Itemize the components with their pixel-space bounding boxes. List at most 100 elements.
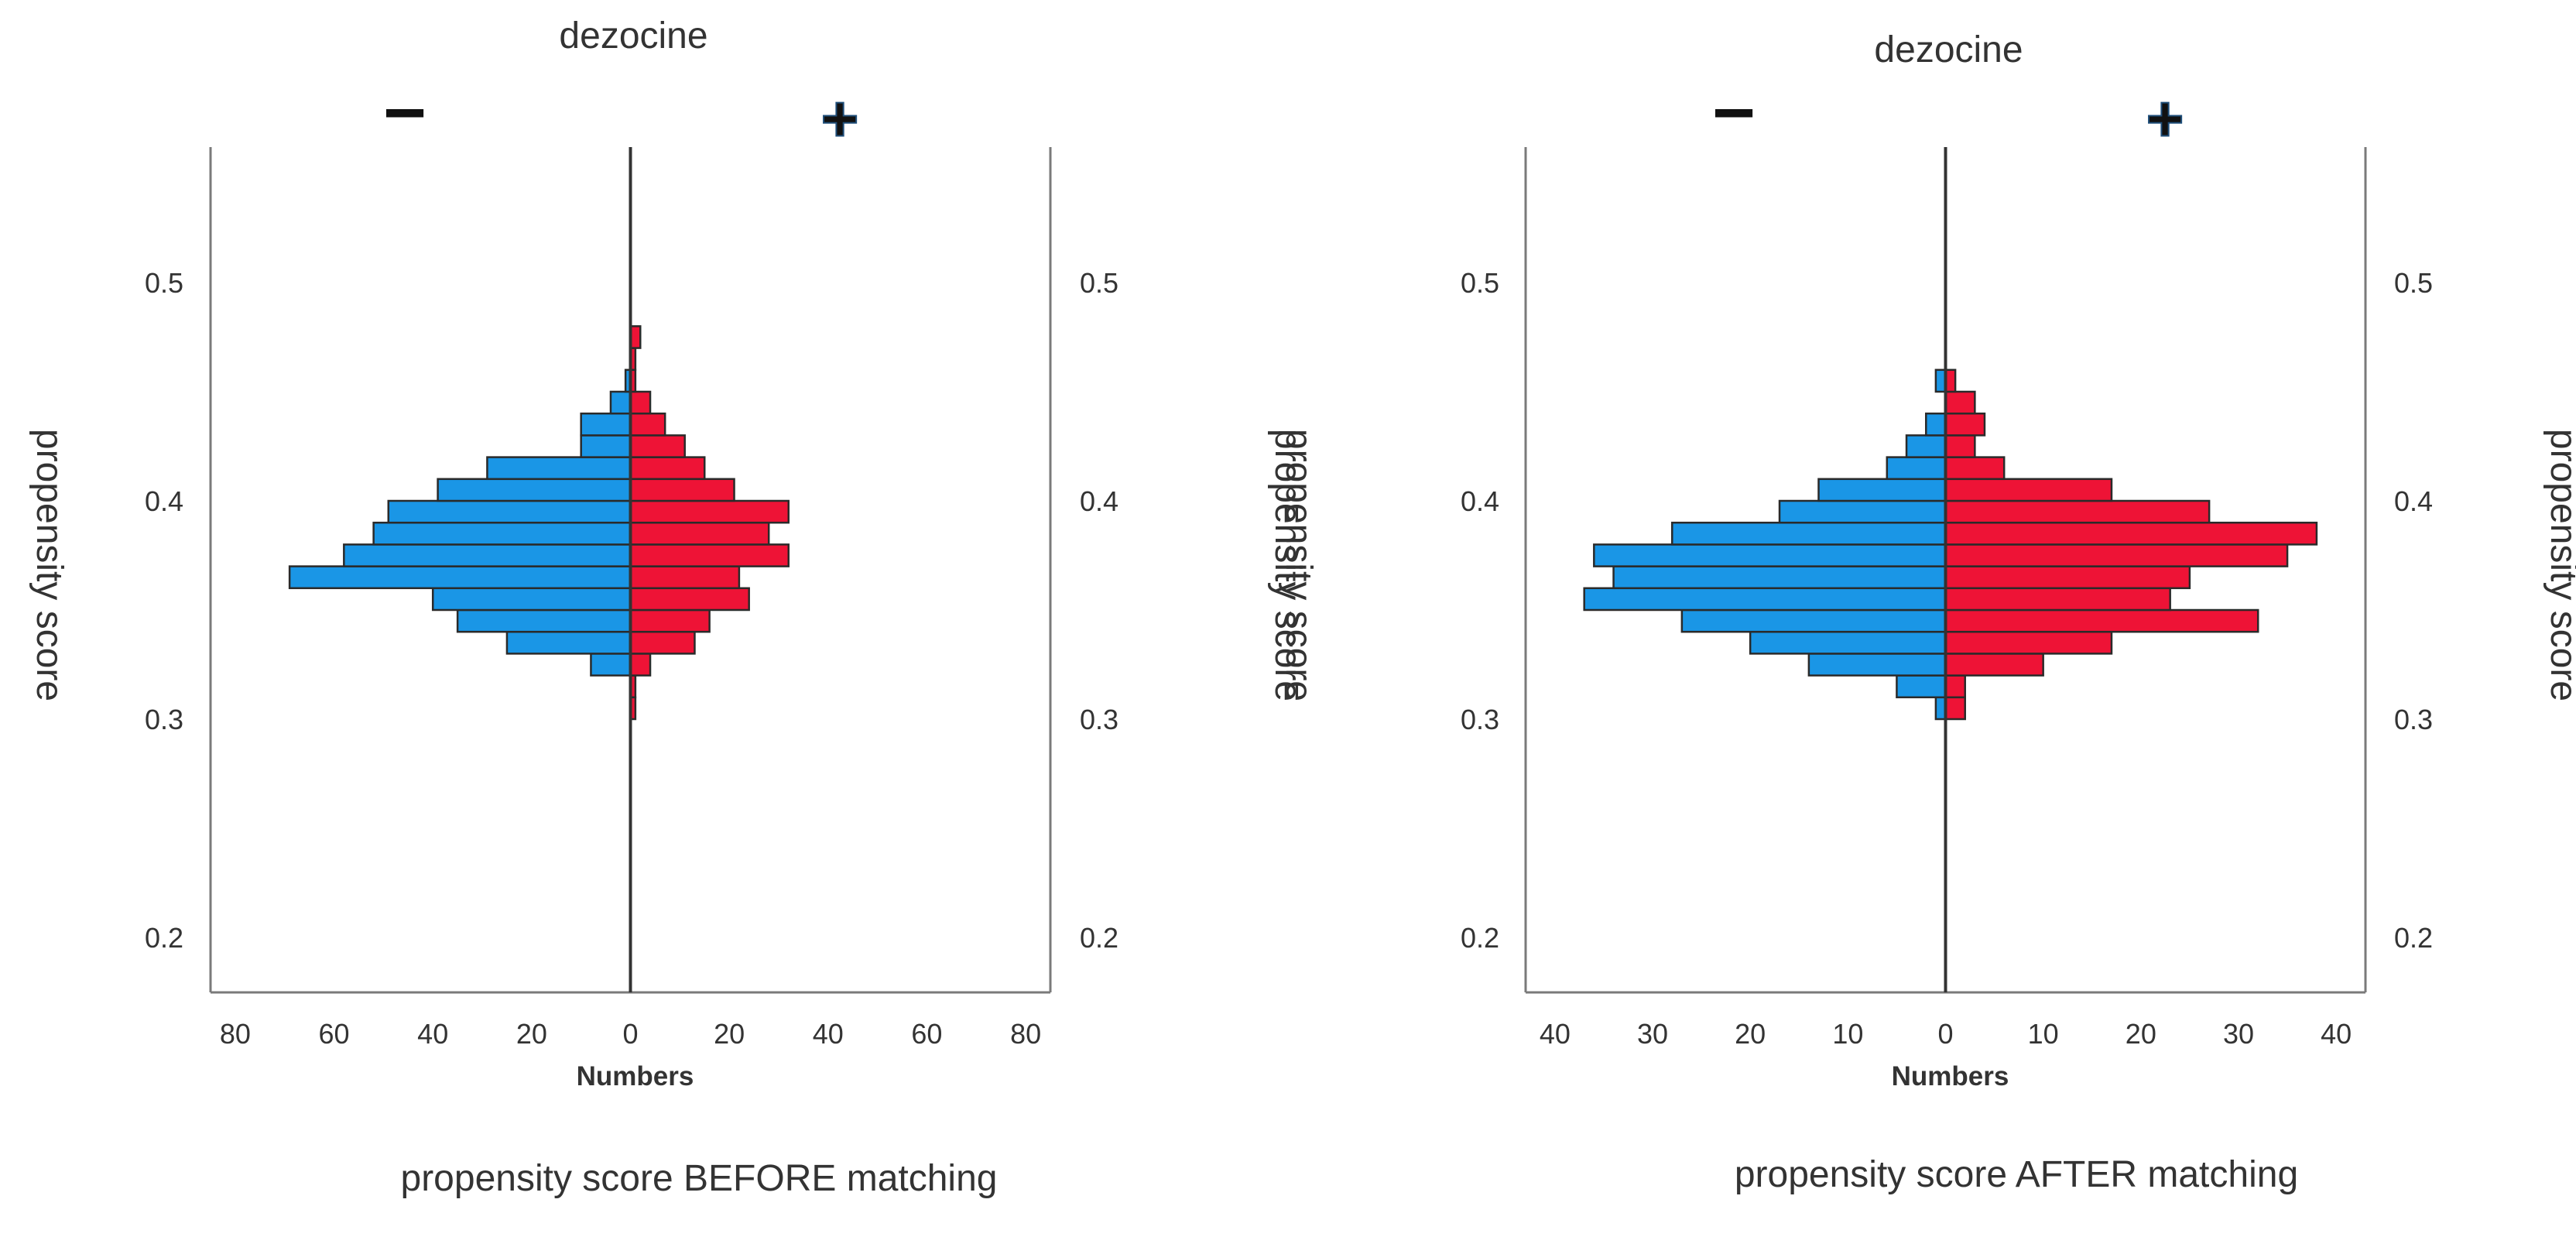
chart-panel-1: 0.2 0.2 0.3 0.3 0.4 0.4 0.5 0.5 80 60 40 20 0 20 40 60 8… bbox=[29, 15, 1319, 1199]
histogram-bar bbox=[1670, 521, 1947, 546]
y-tick-label-right: 0.5 bbox=[1080, 267, 1118, 299]
histogram-bar bbox=[1905, 434, 1947, 458]
x-tick-label: 20 bbox=[1735, 1018, 1766, 1050]
histogram-bar bbox=[1944, 608, 2259, 633]
histogram-bar bbox=[629, 478, 735, 502]
histogram-bar bbox=[288, 565, 632, 590]
y-tick-label-right: 0.4 bbox=[1080, 485, 1118, 517]
histogram-bar bbox=[343, 543, 632, 567]
y-tick-label-right: 0.3 bbox=[2394, 704, 2433, 735]
histogram-bar bbox=[1944, 390, 1976, 415]
histogram-bar bbox=[629, 499, 790, 524]
x-tick-label: 80 bbox=[220, 1018, 251, 1050]
histogram-bar bbox=[1944, 412, 1986, 437]
x-tick-label: 20 bbox=[714, 1018, 745, 1050]
y-tick-label-left: 0.3 bbox=[145, 704, 183, 735]
histogram-bar bbox=[609, 390, 632, 415]
histogram-bar bbox=[629, 608, 711, 633]
y-tick-label-left: 0.5 bbox=[145, 267, 183, 299]
x-tick-label: 30 bbox=[2223, 1018, 2254, 1050]
x-axis-label: Numbers bbox=[577, 1061, 694, 1091]
histogram-bar bbox=[580, 412, 632, 437]
histogram-bar bbox=[629, 521, 770, 546]
x-axis-label: Numbers bbox=[1892, 1061, 2009, 1091]
y-tick-label-right: 0.2 bbox=[1080, 922, 1118, 954]
histogram-bar bbox=[629, 653, 652, 677]
histogram-bar bbox=[629, 412, 666, 437]
x-tick-label: 20 bbox=[516, 1018, 547, 1050]
histogram-bar bbox=[1817, 478, 1947, 502]
x-tick-label: 30 bbox=[1637, 1018, 1668, 1050]
histogram-bar bbox=[629, 543, 790, 567]
y-axis-label-left: propensity score bbox=[1267, 429, 1308, 701]
panel-caption: propensity score AFTER matching bbox=[1735, 1154, 2298, 1195]
x-tick-label: 60 bbox=[319, 1018, 350, 1050]
histogram-bar bbox=[1925, 412, 1947, 437]
histogram-bar bbox=[1680, 608, 1947, 633]
histogram-bar bbox=[1944, 434, 1976, 458]
histogram-bar bbox=[1593, 543, 1947, 567]
y-tick-label-left: 0.2 bbox=[145, 922, 183, 954]
histogram-bar bbox=[1944, 674, 1966, 699]
x-tick-label: 40 bbox=[813, 1018, 844, 1050]
histogram-bar bbox=[431, 587, 632, 612]
histogram-bar bbox=[629, 587, 750, 612]
histogram-bar bbox=[1612, 565, 1947, 590]
histogram-bar bbox=[372, 521, 632, 546]
histogram-bar bbox=[629, 434, 686, 458]
x-tick-label: 40 bbox=[2321, 1018, 2352, 1050]
histogram-bar bbox=[456, 608, 632, 633]
series-right bbox=[1944, 368, 2318, 721]
series-left bbox=[288, 368, 632, 677]
histogram-bar bbox=[1583, 587, 1947, 612]
group-label-negative: − bbox=[383, 71, 426, 154]
histogram-bar bbox=[1807, 653, 1947, 677]
y-axis-label-right: propensity score bbox=[2543, 429, 2576, 701]
x-tick-label: 0 bbox=[622, 1018, 638, 1050]
y-tick-label-right: 0.5 bbox=[2394, 267, 2433, 299]
x-tick-label: 20 bbox=[2126, 1018, 2156, 1050]
y-axis-label-left: propensity score bbox=[29, 429, 70, 701]
histogram-bar bbox=[1944, 499, 2211, 524]
series-left bbox=[1583, 368, 1947, 721]
histogram-bar bbox=[486, 456, 632, 481]
histogram-bar bbox=[1749, 630, 1947, 655]
histogram-bar bbox=[1778, 499, 1947, 524]
histogram-bar bbox=[505, 630, 632, 655]
histogram-bar bbox=[1944, 565, 2191, 590]
chart-title: dezocine bbox=[559, 15, 707, 57]
x-tick-label: 0 bbox=[1937, 1018, 1953, 1050]
y-tick-label-right: 0.3 bbox=[1080, 704, 1118, 735]
histogram-bar bbox=[580, 434, 632, 458]
x-tick-label: 10 bbox=[2028, 1018, 2059, 1050]
y-tick-label-left: 0.3 bbox=[1461, 704, 1499, 735]
histogram-bar bbox=[629, 630, 696, 655]
histogram-bar bbox=[387, 499, 632, 524]
histogram-bar bbox=[1944, 521, 2318, 546]
x-tick-label: 60 bbox=[911, 1018, 942, 1050]
histogram-bar bbox=[1944, 456, 2006, 481]
x-tick-label: 40 bbox=[417, 1018, 448, 1050]
y-axis-label-right: propensity score bbox=[1278, 429, 1319, 701]
chart-title: dezocine bbox=[1874, 29, 2023, 70]
y-tick-label-right: 0.4 bbox=[2394, 485, 2433, 517]
histogram-bar bbox=[1944, 630, 2113, 655]
histogram-bar bbox=[1944, 587, 2171, 612]
group-label-negative: − bbox=[1712, 71, 1756, 154]
histogram-bar bbox=[629, 456, 706, 481]
histogram-bar bbox=[1886, 456, 1947, 481]
x-tick-label: 10 bbox=[1832, 1018, 1863, 1050]
group-label-positive: + bbox=[820, 82, 858, 155]
y-tick-label-left: 0.5 bbox=[1461, 267, 1499, 299]
histogram-bar bbox=[437, 478, 632, 502]
y-tick-label-left: 0.2 bbox=[1461, 922, 1499, 954]
histogram-bar bbox=[590, 653, 632, 677]
series-right bbox=[629, 325, 790, 721]
x-tick-label: 80 bbox=[1010, 1018, 1041, 1050]
y-tick-label-right: 0.2 bbox=[2394, 922, 2433, 954]
panel-caption: propensity score BEFORE matching bbox=[401, 1158, 998, 1199]
histogram-bar bbox=[629, 565, 741, 590]
histogram-bar bbox=[1944, 696, 1966, 721]
